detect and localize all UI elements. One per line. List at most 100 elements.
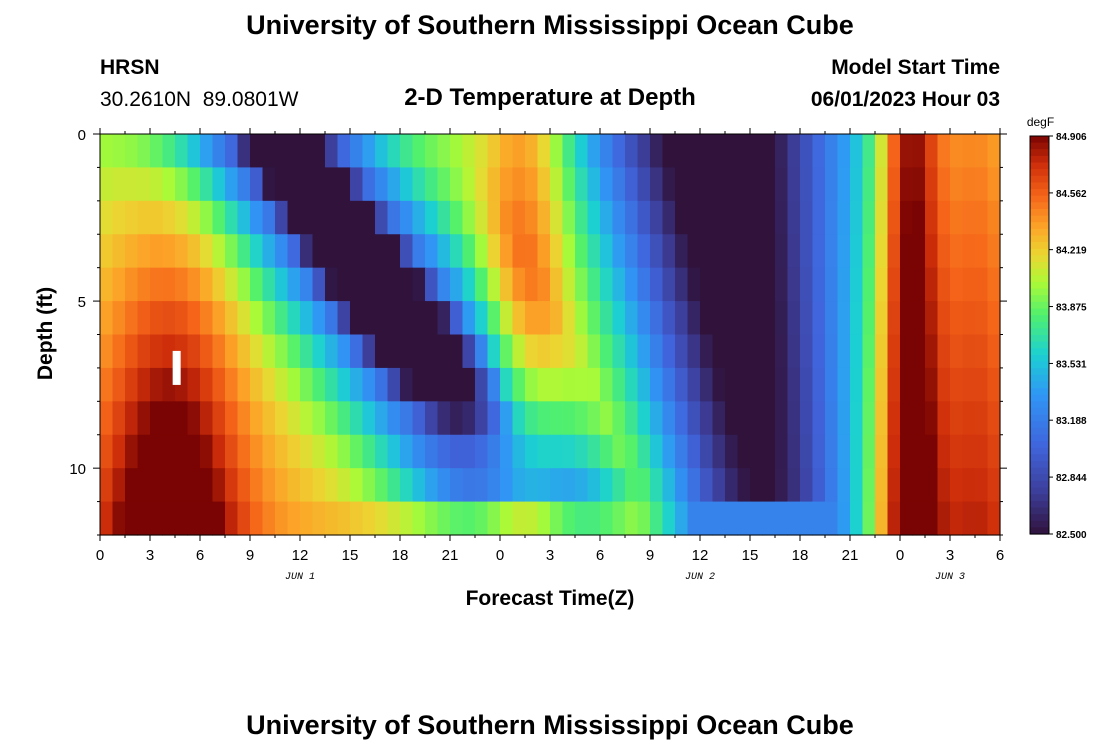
heatmap-cell — [975, 167, 989, 202]
heatmap-cell — [600, 234, 614, 269]
heatmap-cell — [562, 200, 576, 235]
heatmap-cell — [950, 401, 964, 436]
heatmap-cell — [962, 301, 976, 336]
heatmap-cell — [887, 200, 901, 235]
heatmap-cell — [462, 301, 476, 336]
heatmap-cell — [262, 301, 276, 336]
heatmap-cell — [337, 267, 351, 302]
heatmap-cell — [212, 367, 226, 402]
heatmap-cell — [725, 267, 739, 302]
heatmap-cell — [575, 367, 589, 402]
heatmap-cell — [650, 234, 664, 269]
heatmap-cell — [237, 501, 251, 536]
heatmap-cell — [762, 501, 776, 536]
heatmap-cell — [375, 434, 389, 469]
heatmap-cell — [750, 267, 764, 302]
heatmap-cell — [575, 301, 589, 336]
heatmap-cell — [737, 367, 751, 402]
colorbar-segment — [1030, 162, 1049, 170]
heatmap-cell — [175, 134, 189, 169]
heatmap-cell — [100, 134, 114, 169]
heatmap-cell — [562, 367, 576, 402]
position-marker — [172, 350, 181, 385]
heatmap-cell — [212, 267, 226, 302]
heatmap-cell — [462, 401, 476, 436]
heatmap-cell — [450, 200, 464, 235]
heatmap-cell — [787, 501, 801, 536]
heatmap-cell — [162, 134, 176, 169]
heatmap-cell — [337, 401, 351, 436]
heatmap-cell — [200, 468, 214, 503]
heatmap-cell — [325, 301, 339, 336]
heatmap-cell — [812, 200, 826, 235]
heatmap-cell — [825, 200, 839, 235]
heatmap-cell — [375, 367, 389, 402]
heatmap-cell — [300, 468, 314, 503]
colorbar-segment — [1030, 275, 1049, 283]
heatmap-cell — [625, 434, 639, 469]
heatmap-cell — [712, 434, 726, 469]
heatmap-cell — [262, 334, 276, 369]
heatmap-cell — [950, 468, 964, 503]
heatmap-cell — [462, 501, 476, 536]
heatmap-cell — [437, 434, 451, 469]
heatmap-cell — [175, 468, 189, 503]
heatmap-cell — [862, 267, 876, 302]
heatmap-cell — [675, 501, 689, 536]
heatmap-cell — [612, 401, 626, 436]
heatmap-cell — [575, 167, 589, 202]
heatmap-cell — [500, 501, 514, 536]
heatmap-cell — [637, 267, 651, 302]
heatmap-cell — [200, 134, 214, 169]
heatmap-cell — [637, 234, 651, 269]
heatmap-cell — [962, 234, 976, 269]
heatmap-cell — [500, 468, 514, 503]
colorbar-segment — [1030, 328, 1049, 336]
heatmap-cell — [525, 134, 539, 169]
colorbar-tick-label: 84.219 — [1056, 246, 1087, 257]
heatmap-cell — [675, 367, 689, 402]
heatmap-cell — [475, 167, 489, 202]
heatmap-cell — [737, 501, 751, 536]
heatmap-cell — [437, 200, 451, 235]
heatmap-cell — [537, 468, 551, 503]
heatmap-cell — [650, 200, 664, 235]
heatmap-cell — [412, 501, 426, 536]
heatmap-cell — [762, 401, 776, 436]
heatmap-cell — [475, 234, 489, 269]
heatmap-cell — [850, 234, 864, 269]
heatmap-cell — [837, 434, 851, 469]
heatmap-cell — [575, 501, 589, 536]
colorbar-segment — [1030, 461, 1049, 469]
heatmap-cell — [312, 134, 326, 169]
heatmap-cell — [250, 501, 264, 536]
heatmap-cell — [775, 267, 789, 302]
colorbar-segment — [1030, 500, 1049, 509]
heatmap-cell — [350, 501, 364, 536]
heatmap-cell — [625, 267, 639, 302]
heatmap-cell — [300, 134, 314, 169]
heatmap-cell — [725, 367, 739, 402]
heatmap-cell — [912, 301, 926, 336]
heatmap-cell — [562, 334, 576, 369]
heatmap-cell — [337, 234, 351, 269]
heatmap-cell — [287, 167, 301, 202]
heatmap-cell — [800, 167, 814, 202]
heatmap-cell — [975, 468, 989, 503]
heatmap-cell — [262, 200, 276, 235]
heatmap-cell — [675, 434, 689, 469]
x-tick-label: 21 — [442, 547, 459, 564]
heatmap-cell — [737, 301, 751, 336]
heatmap-cell — [212, 434, 226, 469]
heatmap-cell — [125, 334, 139, 369]
heatmap-cell — [812, 334, 826, 369]
heatmap-cell — [212, 234, 226, 269]
heatmap-cell — [537, 401, 551, 436]
heatmap-cell — [350, 434, 364, 469]
heatmap-cell — [150, 468, 164, 503]
date-label: JUN 1 — [285, 572, 315, 583]
heatmap-cell — [987, 200, 1001, 235]
heatmap-cell — [875, 267, 889, 302]
x-tick-label: 9 — [246, 547, 254, 564]
heatmap-cell — [750, 234, 764, 269]
